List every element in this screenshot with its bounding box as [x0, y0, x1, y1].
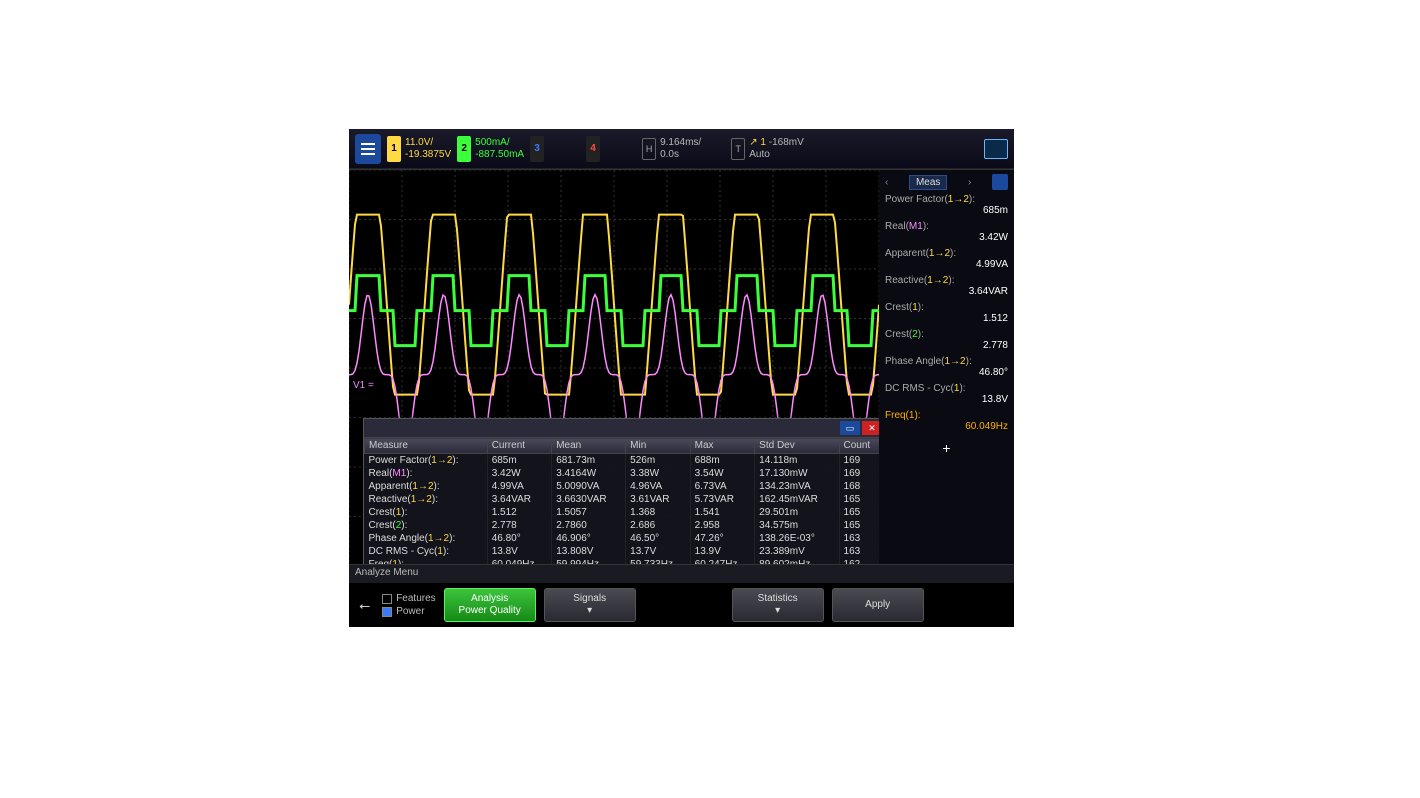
ch2-info: 500mA/ -887.50mA: [475, 137, 524, 161]
top-status-bar: 1 11.0V/ -19.3875V 2 500mA/ -887.50mA 3 …: [349, 129, 1014, 169]
measurement-table-panel: ▭ ✕ MeasureCurrentMeanMinMaxStd DevCount…: [363, 418, 879, 564]
table-row[interactable]: Real(M1):3.42W3.4164W3.38W3.54W17.130mW1…: [365, 467, 880, 480]
sidebar-measurement[interactable]: DC RMS - Cyc(1):13.8V: [885, 383, 1008, 405]
main-area: V1 = ▭ ✕ MeasureCurrentMeanMinMaxStd Dev…: [349, 169, 1014, 565]
trigger-readout[interactable]: T ↗ 1 -168mV Auto: [731, 137, 804, 161]
signals-button[interactable]: Signals ▾: [544, 588, 636, 622]
table-row[interactable]: Crest(1):1.5121.50571.3681.54129.501m165: [365, 506, 880, 519]
main-menu-button[interactable]: [355, 134, 381, 164]
sidebar-measurement[interactable]: Power Factor(1→2):685m: [885, 194, 1008, 216]
ch1-info: 11.0V/ -19.3875V: [405, 137, 451, 161]
v1-marker: V1 =: [353, 380, 374, 391]
ch1-badge: 1: [387, 136, 401, 162]
apply-button[interactable]: Apply: [832, 588, 924, 622]
softkey-bar: ⭠ Features Power Analysis Power Quality …: [349, 583, 1014, 627]
horizontal-readout[interactable]: H 9.164ms/ 0.0s: [642, 137, 701, 161]
channel-2-readout[interactable]: 2 500mA/ -887.50mA: [457, 136, 524, 162]
table-row[interactable]: Phase Angle(1→2):46.80°46.906°46.50°47.2…: [365, 532, 880, 545]
measurement-sidebar: ‹ Meas › Power Factor(1→2):685mReal(M1):…: [879, 170, 1014, 564]
meas-tab[interactable]: Meas: [909, 175, 947, 190]
sidebar-config-icon[interactable]: [992, 174, 1008, 190]
t-badge: T: [731, 138, 745, 160]
sidebar-measurement[interactable]: Apparent(1→2):4.99VA: [885, 248, 1008, 270]
waveform-display[interactable]: V1 = ▭ ✕ MeasureCurrentMeanMinMaxStd Dev…: [349, 170, 879, 564]
sidebar-measurement[interactable]: Real(M1):3.42W: [885, 221, 1008, 243]
ch3-badge[interactable]: 3: [530, 136, 544, 162]
statistics-button[interactable]: Statistics ▾: [732, 588, 824, 622]
power-checkbox[interactable]: Power: [396, 606, 424, 617]
features-button[interactable]: Features: [396, 593, 435, 604]
table-row[interactable]: Crest(2):2.7782.78602.6862.95834.575m165: [365, 519, 880, 532]
features-group: Features Power: [382, 593, 435, 617]
h-badge: H: [642, 138, 656, 160]
ch4-badge[interactable]: 4: [586, 136, 600, 162]
menu-label: Analyze Menu: [349, 565, 1014, 583]
channel-1-readout[interactable]: 1 11.0V/ -19.3875V: [387, 136, 451, 162]
table-row[interactable]: Power Factor(1→2):685m681.73m526m688m14.…: [365, 454, 880, 468]
sidebar-measurement[interactable]: Phase Angle(1→2):46.80°: [885, 356, 1008, 378]
table-row[interactable]: Reactive(1→2):3.64VAR3.6630VAR3.61VAR5.7…: [365, 493, 880, 506]
table-row[interactable]: DC RMS - Cyc(1):13.8V13.808V13.7V13.9V23…: [365, 545, 880, 558]
oscilloscope-screen: 1 11.0V/ -19.3875V 2 500mA/ -887.50mA 3 …: [349, 129, 1014, 627]
add-measurement-button[interactable]: +: [885, 440, 1008, 456]
panel-close-button[interactable]: ✕: [862, 421, 879, 435]
sidebar-measurement[interactable]: Crest(2):2.778: [885, 329, 1008, 351]
table-row[interactable]: Apparent(1→2):4.99VA5.0090VA4.96VA6.73VA…: [365, 480, 880, 493]
ch2-badge: 2: [457, 136, 471, 162]
display-mode-icon[interactable]: [984, 139, 1008, 159]
measurement-table: MeasureCurrentMeanMinMaxStd DevCount Pow…: [364, 437, 879, 564]
sidebar-measurement[interactable]: Crest(1):1.512: [885, 302, 1008, 324]
sidebar-measurement[interactable]: Reactive(1→2):3.64VAR: [885, 275, 1008, 297]
analysis-button[interactable]: Analysis Power Quality: [444, 588, 536, 622]
table-row[interactable]: Freq(1):60.049Hz59.994Hz59.733Hz60.247Hz…: [365, 558, 880, 564]
panel-minimize-button[interactable]: ▭: [840, 421, 860, 435]
back-button[interactable]: ⭠: [355, 597, 374, 614]
